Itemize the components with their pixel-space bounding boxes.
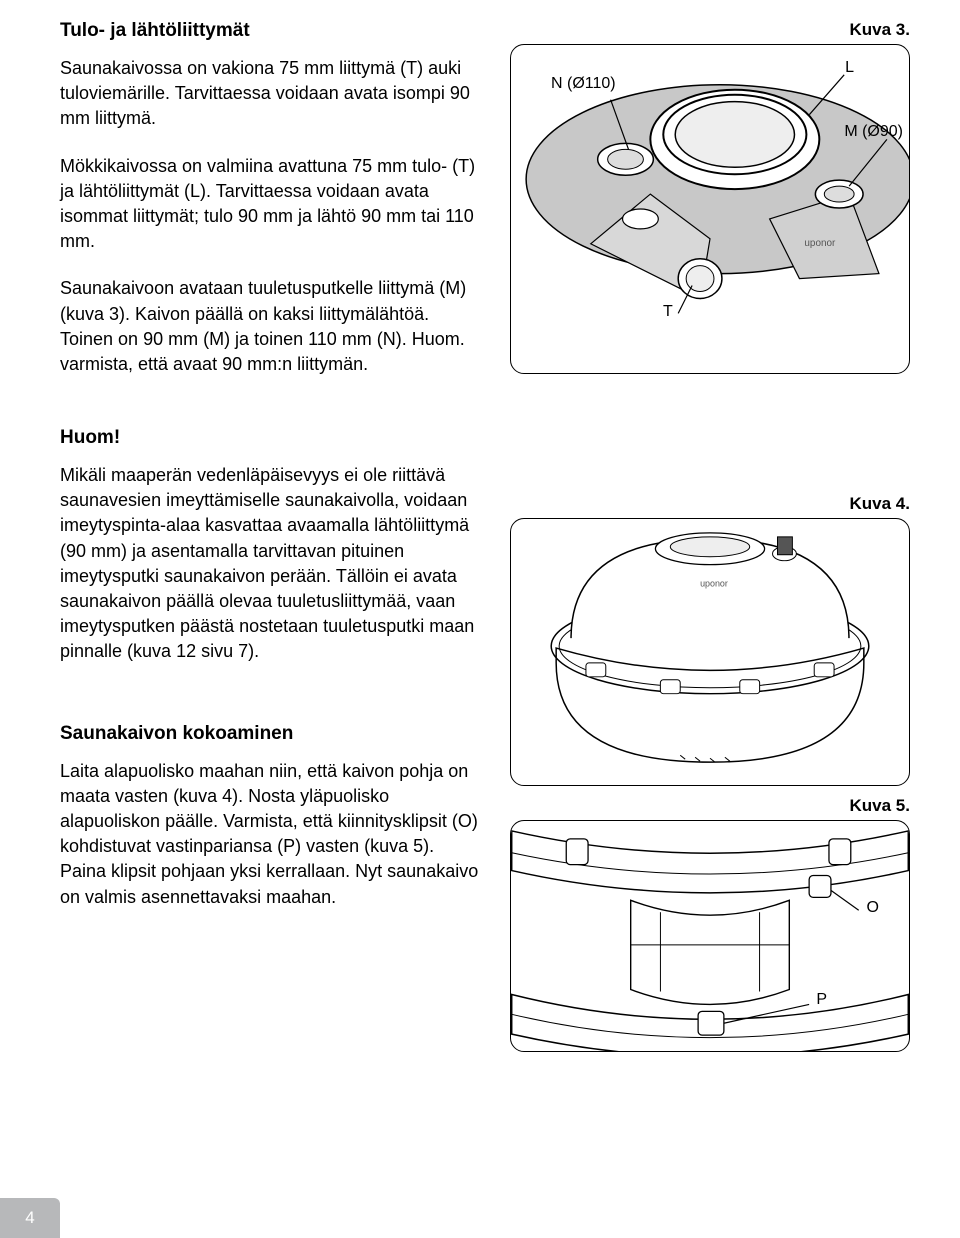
heading-tulo: Tulo- ja lähtöliittymät xyxy=(60,20,480,42)
fig3-annot-l: L xyxy=(845,59,854,77)
svg-text:uponor: uponor xyxy=(700,578,728,588)
figure5-label: Kuva 5. xyxy=(510,796,910,816)
figure4-svg: uponor xyxy=(511,519,909,785)
figure4-label: Kuva 4. xyxy=(510,494,910,514)
right-column: Kuva 3. xyxy=(510,20,910,1052)
figure5-svg xyxy=(511,821,909,1051)
figure3-label: Kuva 3. xyxy=(510,20,910,40)
figure3-svg: uponor xyxy=(511,45,909,373)
page-number-text: 4 xyxy=(25,1208,34,1228)
figure5: O P xyxy=(510,820,910,1052)
figure3: uponor N (Ø110) L M (Ø90) T xyxy=(510,44,910,374)
heading-kokoaminen: Saunakaivon kokoaminen xyxy=(60,723,480,745)
page-number: 4 xyxy=(0,1198,60,1238)
left-column: Tulo- ja lähtöliittymät Saunakaivossa on… xyxy=(60,20,480,1052)
fig3-annot-t: T xyxy=(663,303,673,321)
fig5-annot-o: O xyxy=(867,899,879,917)
heading-huom: Huom! xyxy=(60,427,480,449)
fig3-annot-n: N (Ø110) xyxy=(551,75,616,93)
para-s1p2: Mökkikaivossa on valmiina avattuna 75 mm… xyxy=(60,154,480,255)
svg-text:uponor: uponor xyxy=(804,238,836,249)
figure4: uponor xyxy=(510,518,910,786)
para-s2p1: Mikäli maaperän vedenläpäisevyys ei ole … xyxy=(60,463,480,665)
fig5-annot-p: P xyxy=(816,991,827,1009)
para-s1p3: Saunakaivoon avataan tuuletusputkelle li… xyxy=(60,276,480,377)
para-s1p1: Saunakaivossa on vakiona 75 mm liittymä … xyxy=(60,56,480,132)
fig3-annot-m: M (Ø90) xyxy=(844,123,903,141)
para-s3p1: Laita alapuolisko maahan niin, että kaiv… xyxy=(60,759,480,910)
